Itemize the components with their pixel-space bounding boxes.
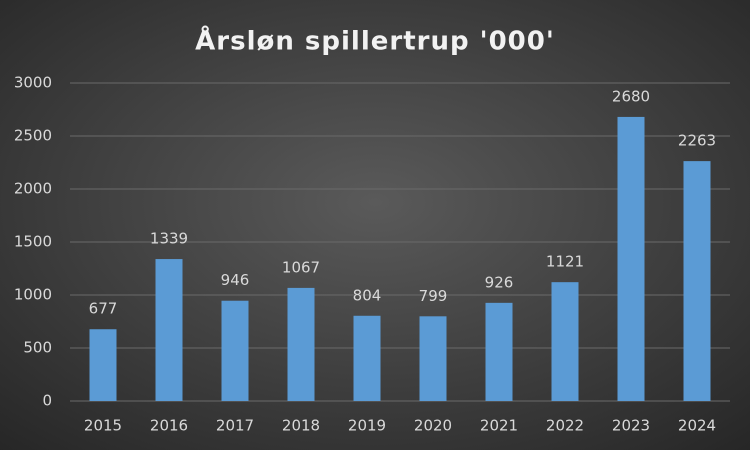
data-label: 2263	[678, 132, 716, 150]
x-tick-label: 2022	[546, 417, 584, 435]
data-label: 1121	[546, 253, 584, 271]
data-label: 2680	[612, 87, 650, 105]
bar	[485, 302, 513, 401]
bar	[353, 315, 381, 401]
data-label: 677	[89, 300, 118, 318]
y-tick-label: 500	[23, 339, 52, 357]
y-tick-label: 1000	[14, 286, 52, 304]
bar	[221, 300, 249, 401]
y-tick-label: 3000	[14, 74, 52, 92]
x-tick-label: 2015	[84, 417, 122, 435]
data-label: 926	[485, 273, 514, 291]
bar	[551, 282, 579, 401]
data-label: 804	[353, 286, 382, 304]
x-tick-label: 2021	[480, 417, 518, 435]
bar	[155, 259, 183, 401]
y-tick-label: 1500	[14, 233, 52, 251]
bar	[419, 316, 447, 401]
x-tick-label: 2020	[414, 417, 452, 435]
bar	[287, 287, 315, 401]
bar	[89, 329, 117, 401]
data-label: 1339	[150, 230, 188, 248]
chart-title: Årsløn spillertrup '000'	[195, 25, 555, 57]
data-label: 799	[419, 287, 448, 305]
data-label: 1067	[282, 258, 320, 276]
data-label: 946	[221, 271, 250, 289]
x-tick-label: 2016	[150, 417, 188, 435]
bar	[617, 116, 645, 402]
x-tick-label: 2019	[348, 417, 386, 435]
x-tick-label: 2024	[678, 417, 716, 435]
y-tick-label: 0	[42, 392, 52, 410]
x-tick-label: 2017	[216, 417, 254, 435]
bar	[683, 161, 711, 401]
y-tick-label: 2000	[14, 180, 52, 198]
x-tick-label: 2018	[282, 417, 320, 435]
x-tick-label: 2023	[612, 417, 650, 435]
y-tick-label: 2500	[14, 127, 52, 145]
